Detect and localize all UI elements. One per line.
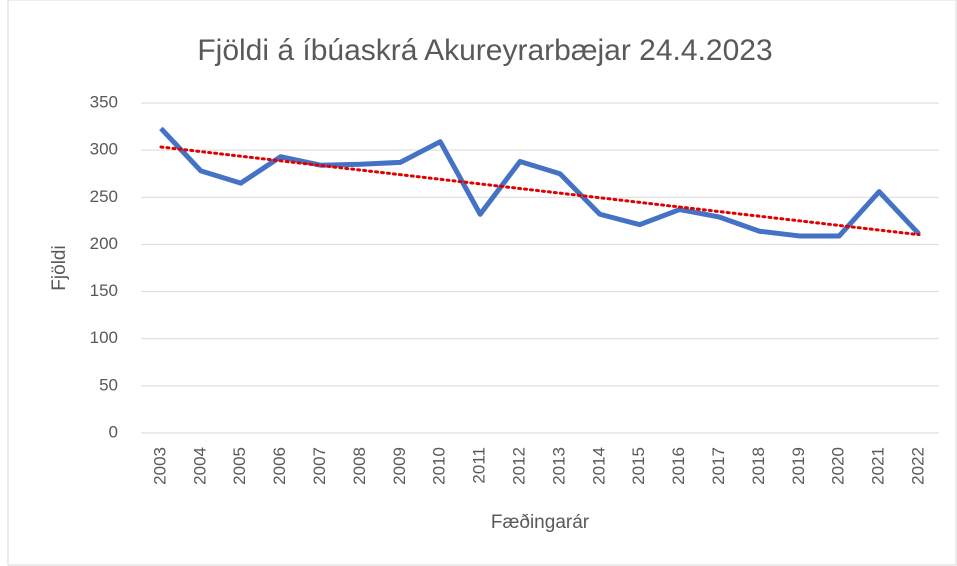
x-tick-label: 2021: [869, 447, 888, 485]
y-tick-label: 100: [90, 328, 118, 347]
x-tick-label: 2007: [310, 447, 329, 485]
x-tick-label: 2017: [709, 447, 728, 485]
x-tick-label: 2019: [789, 447, 808, 485]
y-tick-label: 300: [90, 140, 118, 159]
y-tick-label: 50: [99, 375, 118, 394]
x-tick-label: 2018: [749, 447, 768, 485]
x-tick-label: 2020: [829, 447, 848, 485]
y-tick-label: 200: [90, 234, 118, 253]
x-tick-label: 2016: [669, 447, 688, 485]
x-tick-label: 2008: [350, 447, 369, 485]
x-tick-label: 2006: [270, 447, 289, 485]
x-axis-title: Fæðingarár: [491, 512, 590, 533]
x-tick-label: 2010: [430, 447, 449, 485]
chart-border: [7, 0, 957, 566]
y-tick-label: 0: [109, 422, 118, 441]
x-tick-label: 2013: [549, 447, 568, 485]
x-tick-label: 2009: [390, 447, 409, 485]
x-tick-label: 2012: [510, 447, 529, 485]
x-tick-label: 2005: [230, 447, 249, 485]
x-tick-label: 2011: [470, 447, 489, 484]
y-tick-label: 150: [90, 281, 118, 300]
trendline: [159, 145, 921, 237]
x-tick-label: 2015: [629, 447, 648, 485]
y-axis-title: Fjöldi: [49, 245, 70, 290]
x-tick-label: 2004: [190, 447, 209, 485]
x-tick-label: 2022: [909, 447, 928, 485]
chart-title: Fjöldi á íbúaskrá Akureyrarbæjar 24.4.20…: [197, 34, 772, 67]
data-line: [159, 126, 921, 239]
x-tick-label: 2003: [150, 447, 169, 485]
y-tick-label: 350: [90, 92, 118, 111]
y-tick-label: 250: [90, 187, 118, 206]
x-tick-label: 2014: [589, 447, 608, 485]
